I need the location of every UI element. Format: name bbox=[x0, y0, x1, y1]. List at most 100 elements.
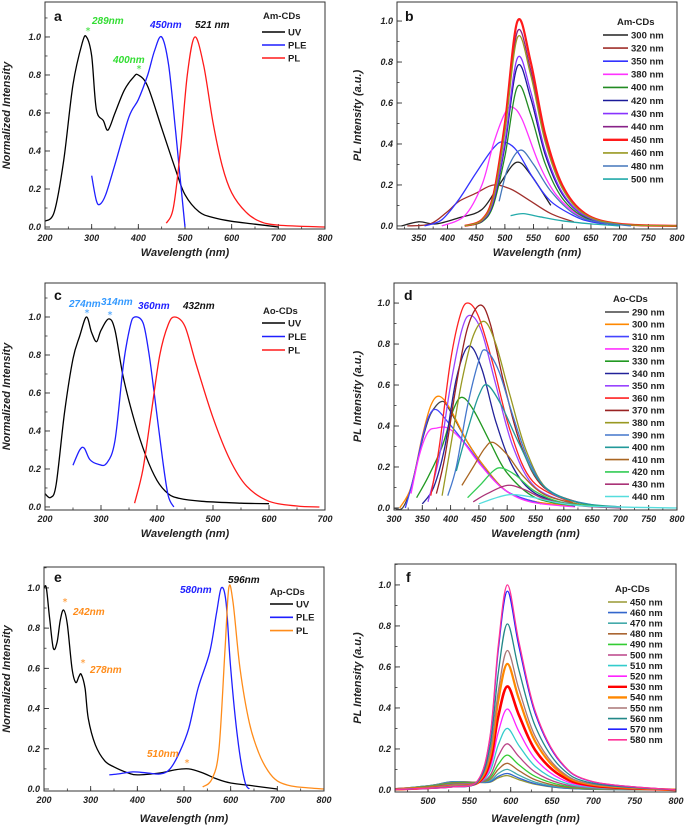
x-axis-title: Wavelength (nm) bbox=[141, 528, 230, 540]
x-tick-label: 500 bbox=[497, 233, 512, 243]
x-tick-label: 600 bbox=[261, 514, 276, 524]
x-tick-label: 450 bbox=[468, 233, 484, 243]
peak-star-icon: * bbox=[86, 26, 91, 37]
y-tick-label: 0.6 bbox=[28, 108, 42, 118]
peak-star-icon: * bbox=[85, 308, 90, 319]
series-line-pl bbox=[165, 36, 325, 228]
x-tick-label: 800 bbox=[317, 233, 332, 243]
series-group bbox=[45, 35, 325, 228]
peak-annotation: 450nm bbox=[149, 20, 182, 31]
x-tick-label: 500 bbox=[421, 796, 436, 806]
legend-label: PL bbox=[288, 345, 300, 356]
x-tick-label: 750 bbox=[641, 514, 656, 524]
legend-label: 540 nm bbox=[630, 693, 663, 704]
panel-a: 200 300 400 500 600 700 800 0.0 0.2 0.4 0.6 0.8 1.0 a… bbox=[1, 1, 333, 259]
x-tick-label: 400 bbox=[439, 233, 455, 243]
x-axis-title: Wavelength (nm) bbox=[140, 813, 229, 825]
series-line-350-nm bbox=[424, 141, 620, 227]
legend-label: 510 nm bbox=[630, 661, 663, 672]
panel-label: a bbox=[54, 8, 62, 24]
y-tick-label: 0.8 bbox=[28, 350, 41, 360]
y-axis-title: Normalized Intensity bbox=[1, 624, 13, 732]
x-tick-label: 700 bbox=[270, 795, 285, 805]
x-tick-label: 400 bbox=[148, 514, 164, 524]
x-tick-label: 500 bbox=[177, 233, 192, 243]
panel-label: b bbox=[405, 8, 414, 24]
legend: Am-CDs 300 nm 320 nm 350 nm 380 nm 400 nm 420 … bbox=[603, 17, 664, 185]
legend-label: 310 nm bbox=[632, 332, 665, 343]
legend-label: 480 nm bbox=[630, 629, 663, 640]
series-group bbox=[44, 584, 324, 790]
plot-frame bbox=[394, 563, 677, 793]
x-tick-label: 300 bbox=[83, 795, 98, 805]
x-axis-title: Wavelength (nm) bbox=[141, 247, 230, 259]
x-tick-label: 300 bbox=[386, 514, 401, 524]
series-line-350-nm bbox=[427, 314, 576, 506]
y-axis-title: Normalized Intensity bbox=[1, 342, 13, 450]
x-tick-label: 600 bbox=[556, 514, 571, 524]
y-axis-title: PL Intensity (a.u.) bbox=[352, 350, 364, 442]
legend-label: 370 nm bbox=[632, 406, 665, 417]
x-tick-label: 700 bbox=[317, 514, 332, 524]
legend-label: 380 nm bbox=[631, 70, 664, 81]
legend-label: PLE bbox=[296, 613, 314, 624]
series-line-500-nm bbox=[510, 212, 620, 227]
panel-label: c bbox=[54, 287, 62, 303]
panel-c: 200 300 400 500 600 700 0.0 0.2 0.4 0.6 0.8 1.0 c Wav… bbox=[1, 282, 333, 540]
axis-ticks: 200 300 400 500 600 700 0.0 0.2 0.4 0.6 0.8 1.0 bbox=[28, 297, 333, 524]
legend-label: PLE bbox=[288, 332, 306, 343]
x-tick-label: 650 bbox=[585, 514, 600, 524]
legend-label: 380 nm bbox=[632, 418, 665, 429]
y-tick-label: 0.6 bbox=[28, 388, 42, 398]
series-line-ple bbox=[91, 35, 186, 228]
legend-label: 480 nm bbox=[631, 161, 664, 172]
x-tick-label: 750 bbox=[641, 233, 656, 243]
y-tick-label: 0.8 bbox=[378, 621, 391, 631]
y-tick-label: 0.0 bbox=[378, 785, 391, 795]
series-line-uv bbox=[44, 585, 278, 790]
legend-label: 460 nm bbox=[630, 608, 663, 619]
legend-label: UV bbox=[296, 599, 310, 610]
x-tick-label: 550 bbox=[526, 233, 541, 243]
peak-star-icon: * bbox=[137, 64, 142, 75]
y-tick-label: 0.6 bbox=[27, 663, 41, 673]
legend-label: 500 nm bbox=[631, 174, 664, 185]
series-line-490-nm bbox=[395, 754, 676, 791]
legend-title: Ap-CDs bbox=[270, 587, 305, 598]
x-tick-label: 400 bbox=[129, 795, 145, 805]
x-tick-label: 600 bbox=[223, 795, 238, 805]
series-line-440-nm bbox=[478, 493, 677, 509]
y-tick-label: 0.4 bbox=[378, 703, 391, 713]
y-tick-label: 0.6 bbox=[377, 380, 391, 390]
legend-label: 400 nm bbox=[632, 443, 665, 454]
plot-frame bbox=[396, 1, 678, 230]
series-line-310-nm bbox=[404, 408, 542, 509]
legend-label: PL bbox=[296, 626, 308, 637]
plot-frame bbox=[393, 282, 678, 511]
y-tick-label: 0.8 bbox=[377, 339, 390, 349]
y-tick-label: 0.2 bbox=[378, 744, 391, 754]
axis-ticks: 350 400 450 500 550 600 650 700 750 800 0.0 0.2 0.4 0… bbox=[380, 16, 684, 243]
legend-title: Am-CDs bbox=[617, 17, 654, 28]
peak-star-icon: * bbox=[63, 597, 68, 608]
x-tick-label: 350 bbox=[415, 514, 430, 524]
x-tick-label: 300 bbox=[84, 233, 99, 243]
peak-annotation: 580nm bbox=[180, 585, 212, 596]
legend-label: 320 nm bbox=[631, 43, 664, 54]
series-line-320-nm bbox=[410, 426, 576, 508]
y-tick-label: 0.4 bbox=[380, 139, 393, 149]
legend-label: 440 nm bbox=[631, 122, 664, 133]
x-tick-label: 800 bbox=[316, 795, 331, 805]
legend-title: Ap-CDs bbox=[615, 584, 650, 595]
series-line-pl bbox=[133, 316, 320, 508]
y-tick-label: 0.2 bbox=[27, 744, 40, 754]
y-tick-label: 1.0 bbox=[28, 32, 41, 42]
x-tick-label: 700 bbox=[586, 796, 601, 806]
legend-label: 400 nm bbox=[631, 83, 664, 94]
series-line-370-nm bbox=[435, 304, 587, 506]
x-axis-title: Wavelength (nm) bbox=[491, 813, 580, 825]
panel-label: f bbox=[406, 569, 411, 585]
y-tick-label: 1.0 bbox=[28, 312, 41, 322]
legend-label: 550 nm bbox=[630, 703, 663, 714]
